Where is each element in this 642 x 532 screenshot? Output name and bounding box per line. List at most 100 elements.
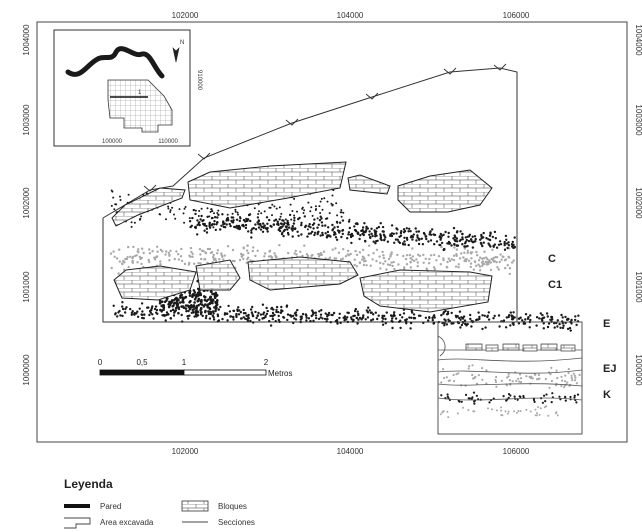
artifact-point xyxy=(474,375,477,378)
artifact-point xyxy=(206,305,210,309)
artifact-point xyxy=(537,406,540,409)
artifact-point xyxy=(403,240,406,243)
artifact-point xyxy=(440,314,443,317)
artifact-point xyxy=(155,311,158,314)
artifact-point xyxy=(229,315,233,318)
artifact-point xyxy=(359,234,362,237)
artifact-point xyxy=(228,222,231,226)
artifact-point xyxy=(461,232,464,236)
artifact-point xyxy=(314,205,317,208)
scale-label: 1 xyxy=(182,358,187,367)
artifact-point xyxy=(488,259,491,262)
artifact-point xyxy=(124,311,127,314)
artifact-point xyxy=(464,322,467,326)
artifact-point xyxy=(309,226,312,229)
artifact-point xyxy=(168,254,171,257)
artifact-point xyxy=(335,320,339,323)
artifact-point xyxy=(393,267,396,271)
artifact-point xyxy=(409,230,412,233)
artifact-point xyxy=(368,309,371,312)
artifact-point xyxy=(231,212,234,215)
artifact-point xyxy=(397,263,400,266)
artifact-point xyxy=(330,202,333,205)
artifact-point xyxy=(276,222,280,225)
artifact-point xyxy=(356,310,359,313)
artifact-point xyxy=(574,315,577,318)
artifact-point xyxy=(291,210,294,212)
artifact-point xyxy=(409,260,412,264)
artifact-point xyxy=(127,265,130,269)
artifact-point xyxy=(200,257,203,261)
artifact-point xyxy=(487,311,490,314)
artifact-point xyxy=(200,300,203,304)
artifact-point xyxy=(188,254,191,257)
artifact-point xyxy=(249,308,253,311)
artifact-point xyxy=(148,252,152,255)
artifact-point xyxy=(327,313,330,317)
artifact-point xyxy=(507,315,510,319)
artifact-point xyxy=(456,244,459,247)
artifact-point xyxy=(494,378,497,382)
artifact-point xyxy=(573,394,576,397)
artifact-point xyxy=(511,245,514,248)
artifact-point xyxy=(383,239,386,242)
artifact-point xyxy=(172,314,176,317)
artifact-point xyxy=(469,317,472,321)
artifact-point xyxy=(508,379,511,382)
artifact-point xyxy=(452,373,455,377)
artifact-point xyxy=(213,212,215,215)
artifact-point xyxy=(290,218,293,221)
artifact-point xyxy=(530,375,533,378)
artifact-point xyxy=(205,231,209,234)
legend-label: Pared xyxy=(100,502,121,511)
artifact-point xyxy=(546,325,550,329)
artifact-point xyxy=(192,289,196,292)
artifact-point xyxy=(475,394,478,397)
artifact-point xyxy=(211,292,214,296)
artifact-point xyxy=(549,373,552,376)
artifact-point xyxy=(291,225,294,228)
artifact-point xyxy=(511,318,515,321)
artifact-point xyxy=(485,382,488,385)
artifact-point xyxy=(332,311,336,315)
artifact-point xyxy=(320,309,323,312)
zone-label-c1: C1 xyxy=(548,279,562,291)
artifact-point xyxy=(411,238,414,241)
artifact-point xyxy=(464,236,467,239)
artifact-point xyxy=(481,327,484,331)
artifact-point xyxy=(138,255,142,259)
artifact-point xyxy=(458,257,462,260)
artifact-point xyxy=(507,314,511,317)
artifact-point xyxy=(323,317,327,321)
artifact-point xyxy=(572,372,575,375)
zone-label-k: K xyxy=(603,389,611,401)
artifact-point xyxy=(386,240,390,243)
artifact-point xyxy=(233,225,236,229)
artifact-point xyxy=(263,210,266,213)
artifact-point xyxy=(261,303,265,306)
artifact-point xyxy=(180,313,183,317)
artifact-point xyxy=(201,314,204,318)
artifact-point xyxy=(257,226,261,229)
artifact-point xyxy=(366,310,369,314)
artifact-point xyxy=(249,219,252,223)
artifact-point xyxy=(303,244,306,247)
artifact-point xyxy=(517,322,521,325)
artifact-point xyxy=(191,255,194,258)
artifact-point xyxy=(455,254,458,257)
artifact-point xyxy=(266,222,269,225)
artifact-point xyxy=(519,377,523,380)
artifact-point xyxy=(525,375,528,378)
artifact-point xyxy=(339,211,342,214)
artifact-point xyxy=(523,322,527,325)
map-frame xyxy=(36,21,628,443)
artifact-point xyxy=(463,247,467,250)
artifact-point xyxy=(455,248,459,251)
artifact-point xyxy=(356,231,360,234)
artifact-point xyxy=(329,235,332,238)
artifact-point xyxy=(254,310,257,314)
artifact-point xyxy=(381,320,384,323)
artifact-point xyxy=(191,305,195,308)
artifact-point xyxy=(212,316,215,319)
